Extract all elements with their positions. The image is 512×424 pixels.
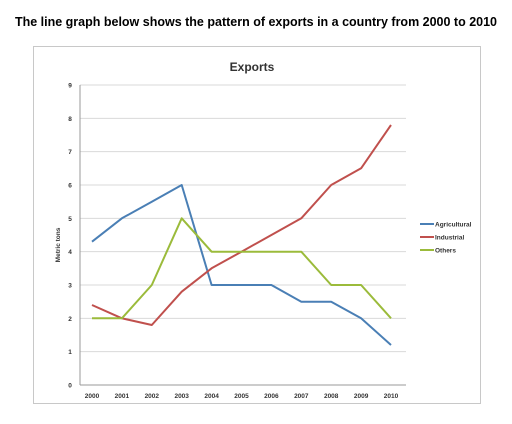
y-tick-label: 3 (68, 283, 72, 290)
y-tick-label: 6 (68, 183, 72, 190)
y-tick-label: 2 (68, 316, 72, 323)
series-line-industrial (91, 124, 392, 326)
x-tick-label: 2006 (264, 393, 279, 400)
y-axis-label: Metric tons (55, 227, 62, 262)
chart-title: Exports (230, 60, 275, 74)
x-tick-label: 2005 (234, 393, 249, 400)
x-tick-label: 2010 (384, 393, 399, 400)
x-tick-label: 2004 (204, 393, 219, 400)
page-heading: The line graph below shows the pattern o… (14, 15, 498, 29)
legend-label-industrial: Industrial (435, 234, 464, 241)
x-tick-label: 2008 (324, 393, 339, 400)
x-tick-label: 2007 (294, 393, 309, 400)
legend-label-others: Others (435, 247, 456, 254)
y-tick-label: 4 (68, 249, 72, 256)
series-line-agricultural (91, 184, 392, 346)
y-tick-label: 5 (68, 216, 72, 223)
x-tick-label: 2000 (85, 393, 100, 400)
y-tick-label: 0 (68, 383, 72, 390)
x-tick-label: 2009 (354, 393, 369, 400)
x-tick-label: 2001 (115, 393, 130, 400)
y-tick-label: 7 (68, 149, 72, 156)
y-tick-label: 9 (68, 83, 72, 90)
x-tick-label: 2003 (174, 393, 189, 400)
legend-label-agricultural: Agricultural (435, 221, 472, 228)
y-tick-label: 8 (68, 116, 72, 123)
y-tick-label: 1 (68, 349, 72, 356)
chart-frame (33, 46, 481, 404)
x-tick-label: 2002 (145, 393, 160, 400)
series-line-others (92, 217, 392, 320)
